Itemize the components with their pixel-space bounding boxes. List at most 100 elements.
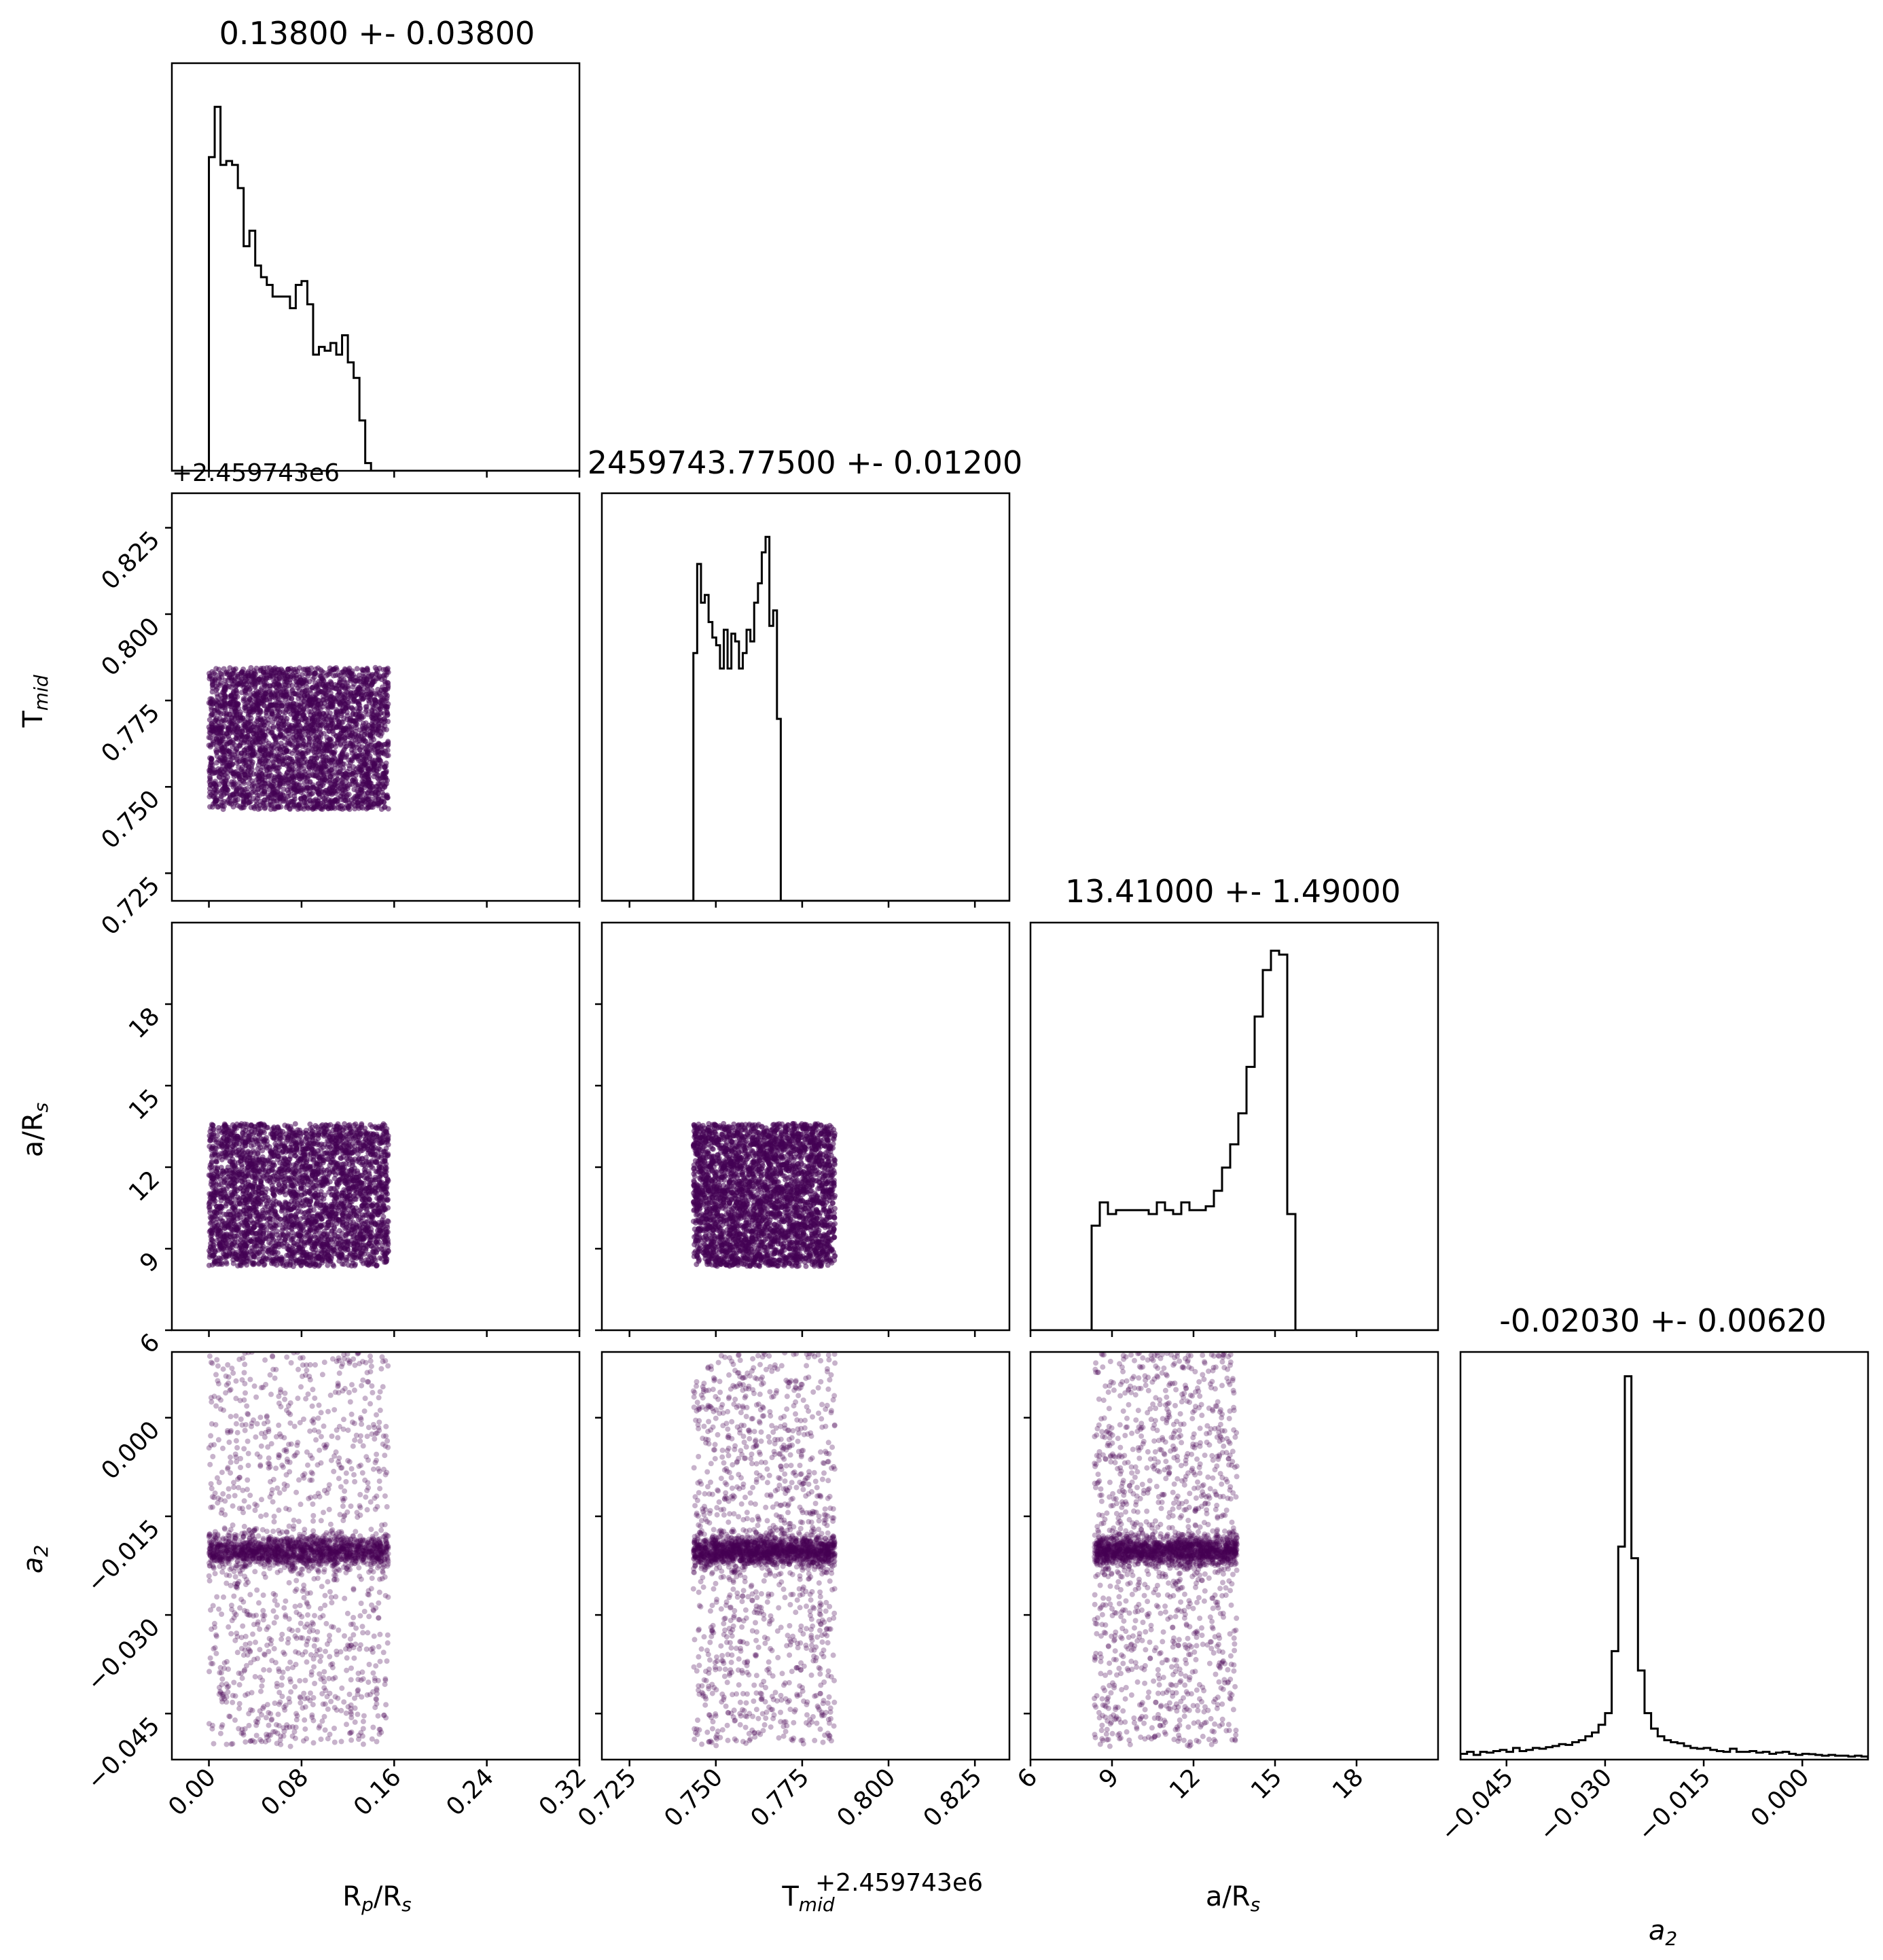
- sample-point: [328, 681, 334, 687]
- sample-point: [340, 791, 346, 797]
- sample-point: [297, 734, 303, 741]
- sample-point: [294, 753, 300, 759]
- sample-point: [333, 709, 339, 715]
- sample-point: [357, 762, 363, 768]
- sample-point: [221, 733, 228, 739]
- sample-point: [355, 733, 361, 739]
- sample-point: [365, 804, 371, 810]
- sample-point: [228, 768, 234, 774]
- sample-point: [247, 709, 252, 715]
- sample-point: [356, 685, 362, 691]
- sample-point: [364, 666, 370, 673]
- sample-point: [333, 732, 339, 738]
- sample-point: [320, 782, 326, 788]
- sample-point: [238, 717, 244, 723]
- sample-point: [243, 688, 249, 694]
- sample-point: [222, 671, 228, 677]
- sample-point: [286, 783, 292, 789]
- sample-point: [232, 781, 238, 787]
- sample-point: [289, 702, 295, 708]
- sample-point: [222, 693, 228, 699]
- sample-point: [306, 671, 312, 677]
- sample-point: [268, 750, 274, 756]
- sample-point: [376, 717, 382, 724]
- sample-point: [357, 717, 363, 723]
- sample-point: [327, 768, 333, 774]
- sample-point: [319, 765, 325, 771]
- sample-point: [350, 777, 356, 783]
- sample-point: [276, 721, 282, 727]
- sample-point: [245, 792, 251, 798]
- sample-point: [325, 1262, 331, 1268]
- sample-point: [284, 679, 290, 685]
- sample-point: [316, 790, 322, 796]
- sample-point: [311, 736, 317, 742]
- sample-point: [306, 721, 312, 727]
- sample-point: [325, 755, 331, 761]
- sample-point: [322, 777, 328, 783]
- sample-point: [215, 700, 221, 706]
- sample-point: [296, 802, 302, 808]
- sample-point: [234, 673, 240, 679]
- sample-point: [342, 798, 348, 804]
- sample-point: [235, 1232, 241, 1238]
- sample-point: [301, 766, 307, 772]
- sample-point: [291, 793, 298, 799]
- sample-point: [251, 788, 257, 794]
- sample-point: [216, 774, 222, 780]
- sample-point: [331, 666, 338, 672]
- sample-point: [373, 726, 379, 732]
- sample-point: [346, 791, 352, 798]
- sample-point: [375, 790, 381, 796]
- sample-point: [369, 682, 375, 688]
- sample-point: [371, 767, 377, 773]
- sample-point: [209, 721, 215, 727]
- sample-point: [347, 717, 353, 724]
- sample-point: [371, 801, 376, 807]
- sample-point: [209, 711, 215, 717]
- sample-point: [282, 721, 287, 727]
- sample-point: [381, 751, 387, 757]
- sample-point: [374, 1190, 380, 1196]
- sample-point: [327, 710, 333, 716]
- sample-point: [333, 685, 339, 692]
- sample-point: [219, 725, 226, 731]
- sample-point: [213, 747, 219, 753]
- sample-point: [329, 805, 335, 811]
- sample-point: [243, 734, 249, 740]
- sample-point: [246, 739, 251, 745]
- scatter-tmid-vs-rp: [206, 664, 391, 813]
- sample-point: [270, 790, 276, 796]
- sample-point: [366, 767, 372, 773]
- sample-point: [319, 689, 324, 695]
- sample-point: [351, 690, 357, 696]
- sample-point: [338, 724, 344, 730]
- sample-point: [326, 728, 332, 734]
- sample-point: [283, 688, 289, 694]
- sample-point: [268, 783, 274, 789]
- sample-point: [338, 754, 344, 760]
- sample-point: [249, 766, 255, 772]
- sample-point: [219, 743, 224, 749]
- sample-point: [208, 742, 214, 748]
- sample-point: [223, 711, 230, 717]
- sample-point: [247, 749, 253, 755]
- sample-point: [342, 1121, 348, 1127]
- sample-point: [212, 677, 218, 683]
- sample-point: [283, 709, 289, 715]
- sample-point: [338, 796, 344, 802]
- sample-point: [308, 759, 314, 765]
- sample-point: [207, 785, 213, 791]
- sample-point: [380, 719, 387, 725]
- sample-point: [218, 729, 224, 735]
- sample-point: [353, 720, 359, 726]
- sample-point: [278, 794, 284, 800]
- sample-point: [349, 755, 355, 762]
- sample-point: [375, 762, 381, 768]
- sample-point: [213, 800, 219, 806]
- sample-point: [268, 669, 274, 675]
- sample-point: [384, 747, 391, 753]
- sample-point: [241, 780, 247, 786]
- sample-point: [221, 753, 228, 759]
- sample-point: [303, 745, 309, 751]
